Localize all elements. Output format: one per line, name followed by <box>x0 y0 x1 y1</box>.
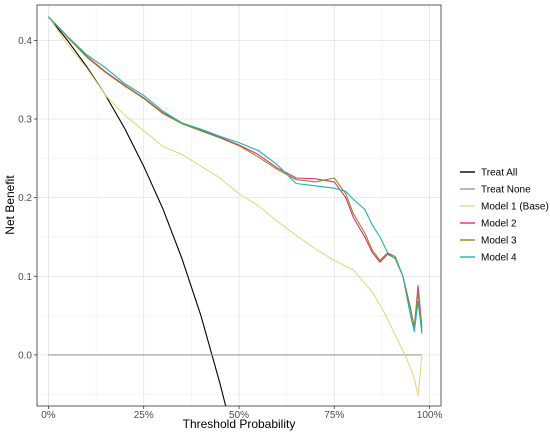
x-axis-title: Threshold Probability <box>183 417 296 431</box>
legend-label-model-2: Model 2 <box>481 219 517 230</box>
x-tick-label: 0% <box>41 410 56 421</box>
legend-label-model-3: Model 3 <box>481 236 517 247</box>
legend-label-treat-none: Treat None <box>481 185 531 196</box>
x-tick-label: 50% <box>229 410 249 421</box>
series-layer <box>47 16 423 406</box>
y-tick-label: 0.0 <box>18 350 32 361</box>
legend-label-model-1-base: Model 1 (Base) <box>481 202 549 213</box>
series-line-model-1-base <box>47 16 423 397</box>
legend-label-model-4: Model 4 <box>481 253 517 264</box>
x-tick-label: 75% <box>324 410 344 421</box>
series-line-model-4 <box>48 16 423 334</box>
x-axis-ticks: 0% 25% 50% 75% 100% <box>41 406 442 421</box>
y-axis-title: Net Benefit <box>3 175 17 235</box>
x-tick-label: 100% <box>417 410 443 421</box>
series-line-treat-all <box>47 16 227 406</box>
grid-major <box>37 5 441 406</box>
y-tick-label: 0.3 <box>18 115 32 126</box>
y-axis-ticks: 0.0 0.1 0.2 0.3 0.4 <box>18 36 37 361</box>
y-tick-label: 0.4 <box>18 36 32 47</box>
y-tick-label: 0.2 <box>18 193 32 204</box>
legend: Treat All Treat None Model 1 (Base) Model 2… <box>460 168 549 264</box>
x-tick-label: 25% <box>134 410 154 421</box>
y-tick-label: 0.1 <box>18 272 32 283</box>
legend-label-treat-all: Treat All <box>481 168 517 179</box>
